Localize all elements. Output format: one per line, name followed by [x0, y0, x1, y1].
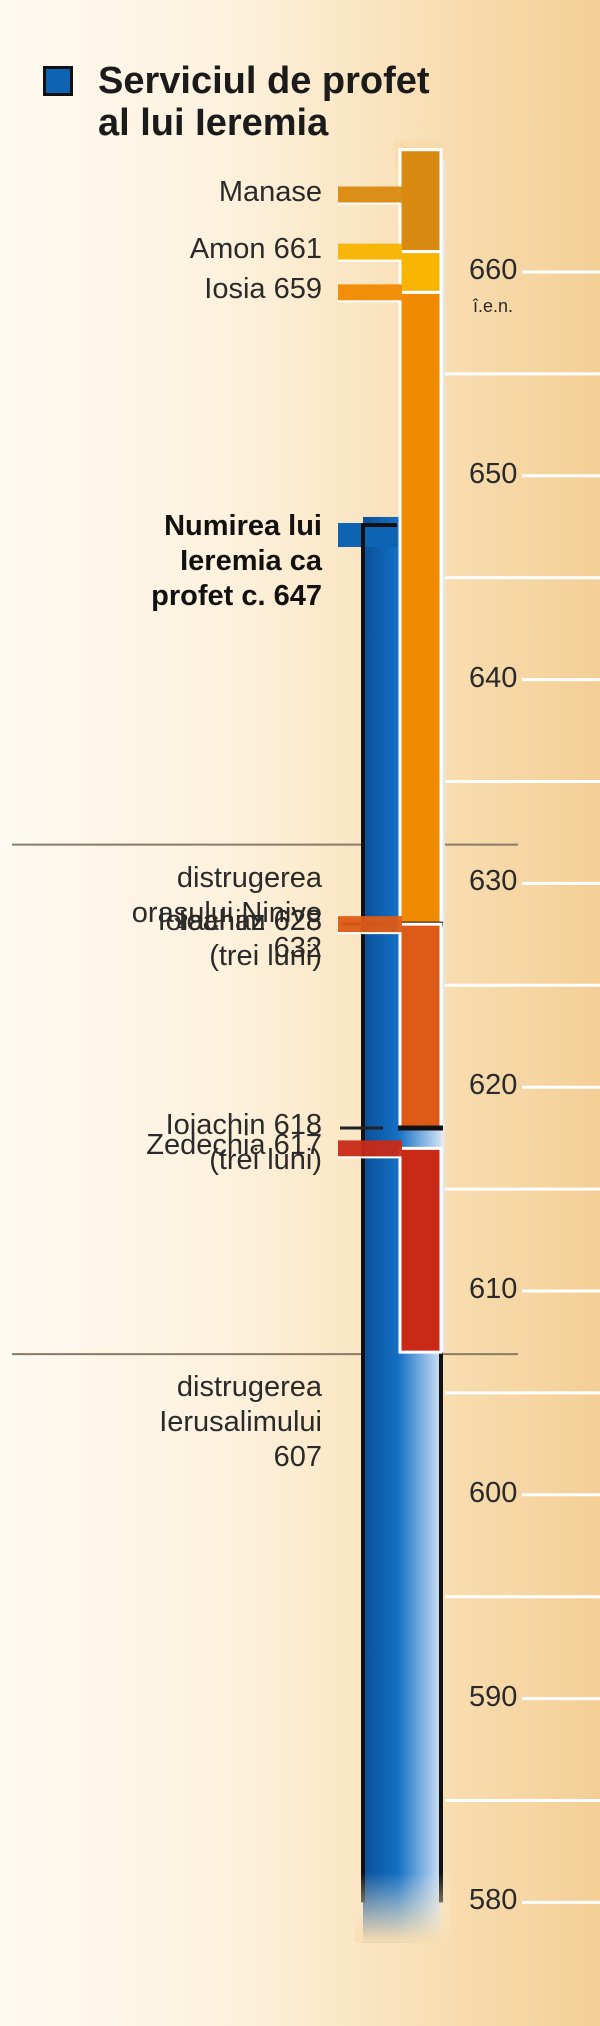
tick-label-580: 580: [469, 1884, 518, 1917]
tick-label-590: 590: [469, 1680, 518, 1713]
tick-lines: [12, 270, 600, 1904]
event-label-ninive-line-2: oraşului Ninive: [131, 896, 322, 929]
event-label-ierusalim: distrugerea Ierusalimului 607: [159, 1370, 322, 1475]
legend-swatch: [43, 66, 73, 96]
prophecy-tab: [338, 522, 397, 547]
tick-label-610: 610: [469, 1273, 518, 1305]
tick-label-600: 600: [469, 1476, 518, 1509]
king-bar-ioiachim: [398, 922, 443, 1130]
connector-zedechia: [338, 1140, 402, 1157]
event-label-ninive-line-1: distrugerea: [176, 861, 322, 894]
event-label-manase-line-1: Manase: [218, 176, 322, 209]
tick-label-660: 660: [469, 254, 518, 286]
era-label: î.e.n.: [473, 296, 514, 316]
event-label-zedechia: Zedechia 617: [146, 1128, 322, 1163]
event-label-zedechia-line-1: Zedechia 617: [146, 1129, 322, 1162]
king-bar-zedechia: [398, 1146, 443, 1354]
event-label-ioiachin-line-2: (trei luni): [209, 1143, 322, 1176]
event-label-ierusalim-line-1: distrugerea: [176, 1371, 322, 1404]
event-label-ioiachim: Ioiachim 628: [158, 904, 322, 939]
connector-ioiachim: [338, 916, 402, 933]
connectors-layer: [338, 186, 402, 1159]
event-label-ioahaz: Ioahaz 628 (trei luni): [178, 904, 322, 974]
event-label-ioiachim-line-1: Ioiachim 628: [157, 905, 322, 938]
connector-manase: [338, 186, 402, 203]
tick-label-650: 650: [469, 457, 518, 490]
event-label-ioahaz-line-2: (trei luni): [209, 940, 322, 973]
connector-iosia: [338, 284, 402, 301]
prophecy-fade: [355, 1872, 450, 1943]
event-label-numirea-line-2: Ieremia ca: [180, 544, 322, 577]
king-bar-iosia: [398, 290, 443, 926]
event-label-ierusalim-line-3: 607: [273, 1441, 322, 1474]
event-label-ioiachin-line-1: Ioiachin 618: [165, 1108, 322, 1141]
event-label-numirea-line-1: Numirea lui: [164, 509, 322, 542]
tick-label-620: 620: [469, 1069, 518, 1102]
event-label-iosia-line-1: Iosia 659: [204, 273, 322, 306]
event-label-iosia: Iosia 659: [204, 272, 322, 307]
legend-line-1: Serviciul de profet: [98, 60, 430, 102]
event-label-ioiachin: Ioiachin 618 (trei luni): [166, 1108, 322, 1178]
event-label-ioahaz-line-1: Ioahaz 628: [178, 905, 322, 938]
king-bar-amon: [398, 250, 443, 294]
tick-label-630: 630: [469, 865, 518, 898]
legend-label: Serviciul de profet al lui Ieremia: [98, 60, 518, 144]
event-label-amon-line-1: Amon 661: [189, 232, 322, 265]
event-label-manase: Manase: [219, 175, 322, 210]
event-label-ierusalim-line-2: Ierusalimului: [159, 1406, 322, 1439]
king-bars-layer: [394, 140, 447, 1354]
connector-amon: [338, 243, 402, 260]
event-label-numirea: Numirea lui Ieremia ca profet c. 647: [151, 509, 322, 614]
legend-line-2: al lui Ieremia: [98, 102, 329, 144]
event-label-numirea-line-3: profet c. 647: [151, 579, 322, 612]
event-label-ninive: distrugerea oraşului Ninive 632: [132, 861, 322, 966]
tick-label-640: 640: [469, 661, 518, 694]
event-label-ninive-line-3: 632: [273, 931, 322, 964]
prophecy-tab-edge: [361, 522, 397, 547]
event-label-amon: Amon 661: [190, 232, 322, 267]
king-bar-manase: [398, 148, 443, 254]
